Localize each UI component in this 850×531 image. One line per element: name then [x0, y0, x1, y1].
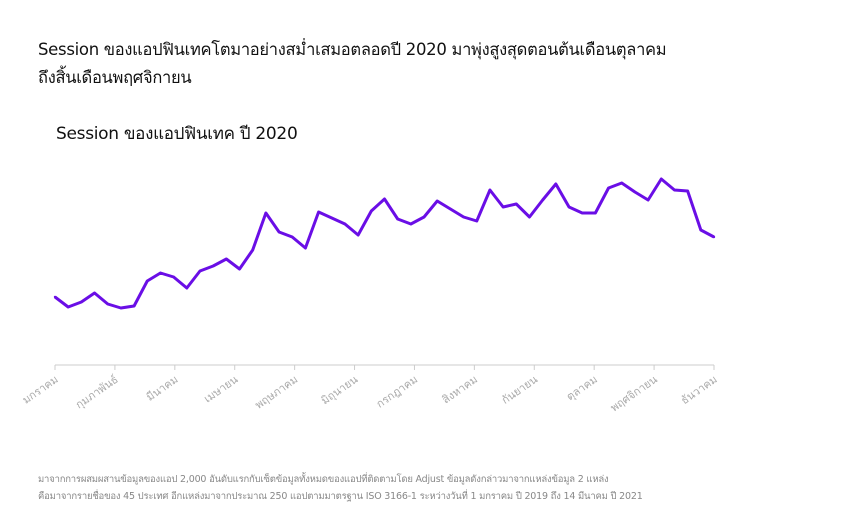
- data-point: [343, 222, 347, 226]
- footnote-line-2: คือมาจากรายชื่อของ 45 ประเทศ อีกแหล่งมาจ…: [38, 491, 643, 502]
- x-tick-label: กุมภาพันธ์: [73, 373, 120, 412]
- data-point: [409, 222, 413, 226]
- data-point: [475, 219, 478, 223]
- data-point: [238, 267, 241, 271]
- data-point: [225, 257, 228, 261]
- data-point: [594, 211, 597, 215]
- data-point: [528, 215, 531, 219]
- data-point: [159, 271, 162, 275]
- data-point: [317, 210, 320, 214]
- x-tick-label: มกราคม: [20, 373, 61, 407]
- x-tick-label: มีนาคม: [144, 373, 181, 404]
- x-tick-label: พฤษภาคม: [253, 373, 301, 412]
- data-point: [106, 302, 109, 306]
- data-point: [370, 209, 373, 213]
- headline: Session ของแอปฟินเทคโตมาอย่างสม่ำเสมอตลอ…: [38, 36, 667, 92]
- data-point: [488, 188, 492, 192]
- data-point: [251, 248, 254, 252]
- data-point: [422, 215, 426, 219]
- x-tick-label: ตุลาคม: [564, 373, 600, 404]
- data-point: [567, 205, 571, 209]
- data-point: [607, 186, 610, 190]
- data-point: [646, 198, 650, 202]
- data-point: [185, 286, 188, 290]
- data-point: [172, 275, 175, 279]
- data-point: [462, 215, 465, 219]
- data-point: [699, 228, 703, 232]
- chart-title: Session ของแอปฟินเทค ปี 2020: [56, 124, 298, 144]
- footnote: มาจากการผสมผสานข้อมูลของแอป 2,000 อันดับ…: [38, 471, 643, 505]
- data-point: [449, 207, 452, 211]
- x-tick-label: กันยายน: [499, 373, 540, 407]
- data-point: [264, 211, 268, 215]
- data-point: [383, 197, 386, 201]
- headline-line-2: ถึงสิ้นเดือนพฤศจิกายน: [38, 68, 192, 87]
- data-point: [330, 216, 333, 220]
- data-point: [686, 189, 689, 193]
- data-point: [146, 279, 149, 283]
- data-point: [633, 190, 637, 194]
- data-point: [436, 199, 439, 203]
- data-point: [198, 269, 202, 273]
- data-point: [396, 217, 399, 221]
- data-point: [620, 181, 623, 185]
- x-tick-label: เมษายน: [202, 373, 241, 406]
- data-point: [712, 235, 716, 239]
- data-point: [277, 230, 281, 234]
- data-point: [80, 300, 83, 304]
- data-point: [356, 233, 360, 237]
- x-tick-label: พฤศจิกายน: [608, 373, 660, 415]
- data-point: [554, 182, 558, 186]
- x-tick-label: สิงหาคม: [440, 373, 481, 407]
- data-point: [119, 306, 123, 310]
- data-point: [93, 291, 96, 295]
- data-point: [132, 304, 136, 308]
- data-point: [501, 205, 505, 209]
- data-point: [660, 177, 663, 181]
- footnote-line-1: มาจากการผสมผสานข้อมูลของแอป 2,000 อันดับ…: [38, 474, 609, 485]
- data-point: [211, 264, 215, 268]
- data-point: [581, 211, 584, 215]
- x-tick-label: มิถุนายน: [319, 373, 361, 408]
- data-point: [304, 246, 307, 250]
- data-point: [66, 305, 70, 309]
- x-tick-label: ธันวาคม: [679, 373, 720, 407]
- data-point: [291, 235, 294, 239]
- data-point: [515, 202, 518, 206]
- headline-line-1: Session ของแอปฟินเทคโตมาอย่างสม่ำเสมอตลอ…: [38, 40, 667, 59]
- data-point: [53, 295, 57, 299]
- data-point: [673, 188, 676, 192]
- data-point: [541, 198, 544, 202]
- x-tick-label: กรกฎาคม: [374, 373, 420, 411]
